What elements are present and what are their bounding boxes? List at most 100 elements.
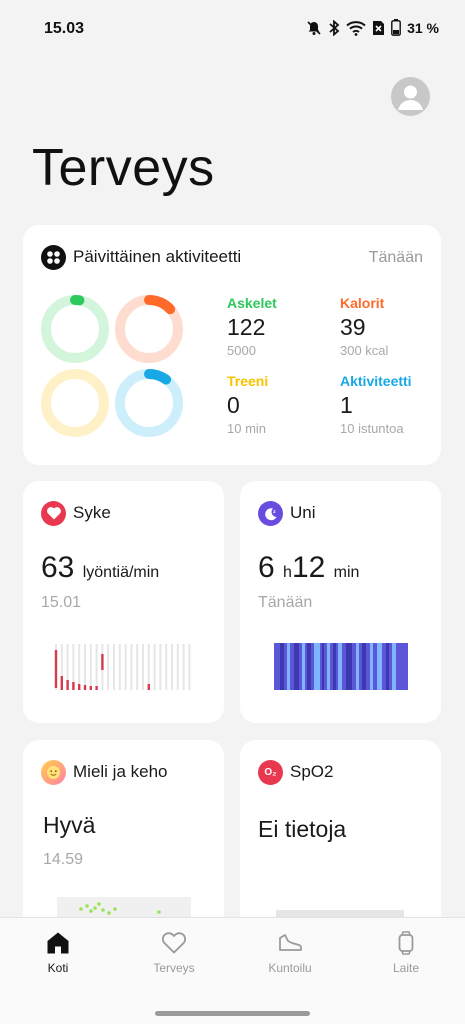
heart-rate-title: Syke xyxy=(73,503,111,522)
sleep-duration: 6 h12 min xyxy=(258,551,359,585)
svg-text:z: z xyxy=(273,510,276,515)
heart-rate-time: 15.01 xyxy=(41,594,82,611)
sleep-minutes: 12 xyxy=(291,551,326,584)
activity-icon xyxy=(41,245,66,270)
steps-value: 122 xyxy=(227,314,266,340)
sleep-stripe xyxy=(322,643,324,690)
nav-fitness-label: Kuntoilu xyxy=(268,961,312,975)
sleep-title: Uni xyxy=(290,503,316,522)
o2-icon: O₂ xyxy=(258,760,283,785)
sleep-stripe xyxy=(392,643,396,690)
sleep-stripe xyxy=(377,643,382,690)
sleep-minutes-unit: min xyxy=(333,564,360,581)
activity-title: Päivittäinen aktiviteetti xyxy=(73,247,242,266)
battery-percent: 31 % xyxy=(407,19,439,36)
ring-track xyxy=(41,295,109,363)
mood-point xyxy=(157,910,161,914)
bluetooth-icon xyxy=(329,19,340,36)
mood-point xyxy=(101,908,105,912)
steps-goal: 5000 xyxy=(227,343,256,358)
heart-outline-icon xyxy=(161,932,187,954)
home-indicator xyxy=(155,1011,310,1016)
calories-value: 39 xyxy=(340,314,366,340)
mood-point xyxy=(97,902,101,906)
spo2-card[interactable]: O₂ SpO2 Ei tietoja xyxy=(240,740,441,940)
sleep-stripe xyxy=(386,643,389,690)
sleep-stripe xyxy=(314,643,320,690)
sleep-stripe xyxy=(287,643,290,690)
o2-icon-text: O₂ xyxy=(264,767,277,778)
sleep-stripe xyxy=(294,643,299,690)
activity-sessions-goal: 10 istuntoa xyxy=(340,421,404,436)
sleep-card[interactable]: z Uni 6 h12 min Tänään xyxy=(240,481,441,723)
mood-value: Hyvä xyxy=(43,812,96,838)
mood-card[interactable]: Mieli ja keho Hyvä 14.59 xyxy=(23,740,224,940)
activity-sessions-value: 1 xyxy=(340,392,353,418)
workout-label: Treeni xyxy=(227,373,269,389)
calories-label: Kalorit xyxy=(340,295,385,311)
ring-progress xyxy=(41,295,109,363)
nav-home-label: Koti xyxy=(47,961,69,975)
sleep-chart xyxy=(274,643,408,690)
mood-point xyxy=(113,907,117,911)
nav-health[interactable]: Terveys xyxy=(124,930,224,975)
mood-point xyxy=(107,911,111,915)
heart-rate-unit: lyöntiä/min xyxy=(82,564,160,581)
mood-point xyxy=(89,909,93,913)
status-time: 15.03 xyxy=(44,20,85,37)
moon-icon: z xyxy=(258,501,283,526)
mood-point xyxy=(79,907,83,911)
sleep-stripe xyxy=(338,643,342,690)
status-bar: 15.03 31 % xyxy=(0,0,465,58)
steps-label: Askelet xyxy=(227,295,277,311)
sleep-stripe xyxy=(370,643,373,690)
sleep-stripe xyxy=(346,643,352,690)
ring-track xyxy=(41,369,109,437)
spo2-placeholder-bar xyxy=(276,910,404,918)
sleep-stripe xyxy=(333,643,336,690)
home-icon xyxy=(47,932,69,954)
nav-device[interactable]: Laite xyxy=(356,930,456,975)
no-sim-icon xyxy=(373,20,385,35)
sleep-stripe xyxy=(280,643,284,690)
spo2-value: Ei tietoja xyxy=(258,816,347,842)
user-avatar-icon[interactable] xyxy=(391,77,430,116)
spo2-title: SpO2 xyxy=(290,762,334,781)
bell-muted-icon xyxy=(307,20,321,35)
sleep-hours: 6 xyxy=(258,551,275,584)
heart-rate-value: 63 xyxy=(41,551,75,584)
activity-sessions-label: Aktiviteetti xyxy=(340,373,412,389)
nav-home[interactable]: Koti xyxy=(8,930,108,975)
nav-fitness[interactable]: Kuntoilu xyxy=(240,930,340,975)
activity-card[interactable]: Päivittäinen aktiviteetti Tänään Askelet… xyxy=(23,225,441,465)
shoe-icon xyxy=(279,934,302,951)
mood-track xyxy=(57,897,191,917)
sleep-stripe xyxy=(362,643,366,690)
mood-point xyxy=(93,906,97,910)
sleep-hours-unit: h xyxy=(283,564,292,581)
status-icons: 31 % xyxy=(306,19,439,36)
mood-chart xyxy=(57,897,191,917)
ring-progress xyxy=(115,369,183,437)
workout-value: 0 xyxy=(227,392,240,418)
page-title: Terveys xyxy=(32,139,215,197)
heart-icon xyxy=(41,501,66,526)
activity-period[interactable]: Tänään xyxy=(368,249,423,266)
smiley-icon xyxy=(41,760,66,785)
battery-icon xyxy=(391,19,401,36)
sleep-stripe xyxy=(302,643,305,690)
sleep-stripe xyxy=(307,643,311,690)
ring-progress xyxy=(115,295,183,363)
mood-title: Mieli ja keho xyxy=(73,762,168,781)
bottom-nav: Koti Terveys Kuntoilu Laite xyxy=(0,917,465,1024)
sleep-time: Tänään xyxy=(258,594,313,611)
heart-rate-card[interactable]: Syke 63 lyöntiä/min 15.01 xyxy=(23,481,224,723)
nav-device-label: Laite xyxy=(392,961,420,975)
heart-rate-reading: 63 lyöntiä/min xyxy=(41,551,159,585)
sleep-stripe xyxy=(356,643,359,690)
mood-point xyxy=(85,904,89,908)
calories-goal: 300 kcal xyxy=(340,343,389,358)
sleep-stripe xyxy=(327,643,330,690)
workout-goal: 10 min xyxy=(227,421,267,436)
nav-health-label: Terveys xyxy=(153,961,195,975)
